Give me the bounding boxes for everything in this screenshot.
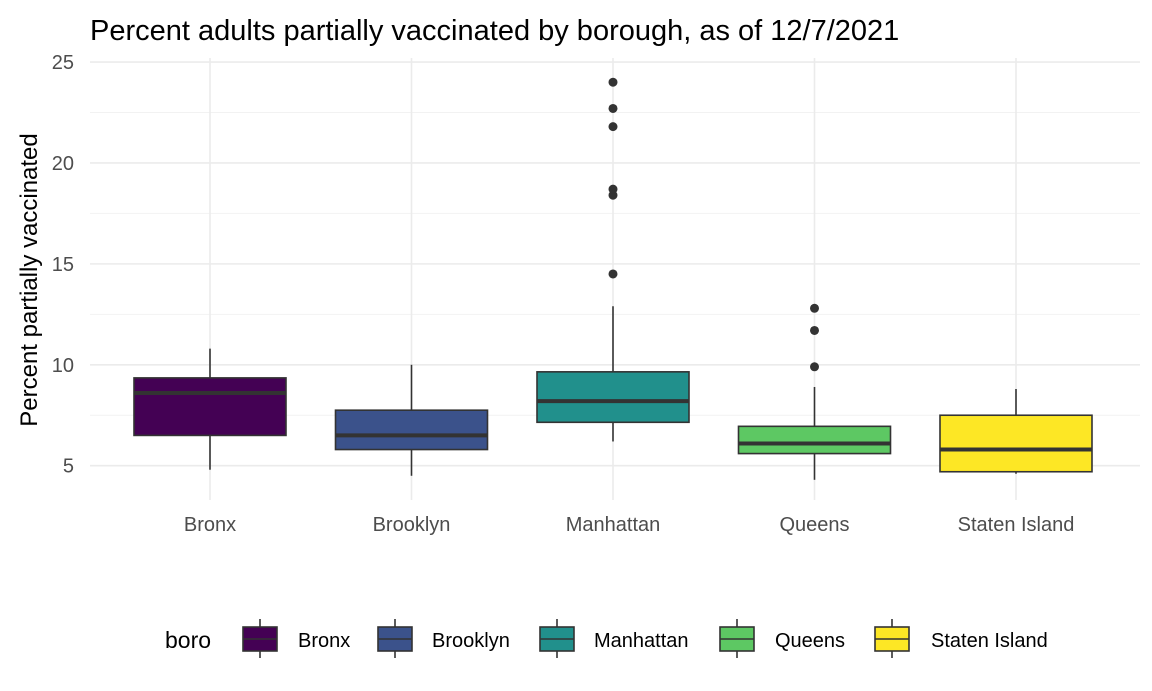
box-queens — [737, 303, 892, 480]
box-iqr — [939, 414, 1093, 473]
legend-item-brooklyn: Brooklyn — [377, 619, 510, 658]
box-iqr — [334, 409, 489, 451]
legend-item-bronx: Bronx — [242, 619, 350, 658]
chart-title: Percent adults partially vaccinated by b… — [90, 15, 899, 47]
y-axis-label: Percent partially vaccinated — [16, 133, 43, 426]
box-brooklyn — [334, 364, 489, 476]
legend-label: Staten Island — [931, 630, 1048, 652]
legend: boro Bronx Brooklyn Manhattan Queens Staten … — [165, 619, 1048, 658]
box-bronx — [133, 348, 287, 470]
outlier-point — [810, 325, 819, 335]
box-iqr — [133, 377, 287, 437]
outlier-point — [810, 303, 819, 313]
box-manhattan — [536, 77, 690, 442]
outlier-point — [608, 77, 618, 87]
y-tick-label: 5 — [63, 456, 74, 478]
x-tick-label: Staten Island — [958, 514, 1075, 536]
legend-label: Brooklyn — [432, 630, 510, 652]
box-iqr — [536, 371, 690, 424]
x-tick-label: Queens — [779, 514, 849, 536]
outlier-point — [608, 103, 618, 113]
legend-label: Queens — [775, 630, 845, 652]
y-tick-label: 10 — [52, 355, 74, 377]
legend-label: Bronx — [298, 630, 350, 652]
outlier-point — [608, 122, 618, 132]
y-tick-label: 20 — [52, 153, 74, 175]
y-tick-label: 25 — [52, 52, 74, 74]
legend-title: boro — [165, 627, 211, 653]
outlier-point — [810, 362, 819, 372]
legend-item-queens: Queens — [719, 619, 845, 658]
x-tick-label: Brooklyn — [373, 514, 451, 536]
x-axis-ticks: Bronx Brooklyn Manhattan Queens Staten Islan… — [184, 514, 1075, 536]
outlier-point — [608, 269, 618, 279]
y-axis-ticks: 5 10 15 20 25 — [52, 52, 74, 478]
legend-item-manhattan: Manhattan — [539, 619, 689, 658]
legend-label: Manhattan — [594, 630, 689, 652]
y-tick-label: 15 — [52, 254, 74, 276]
x-tick-label: Bronx — [184, 514, 236, 536]
boxes-group — [133, 77, 1093, 480]
x-tick-label: Manhattan — [566, 514, 661, 536]
box-staten-island — [939, 388, 1093, 474]
outlier-point — [608, 184, 618, 194]
legend-item-staten-island: Staten Island — [874, 619, 1048, 658]
box-iqr — [737, 425, 892, 455]
